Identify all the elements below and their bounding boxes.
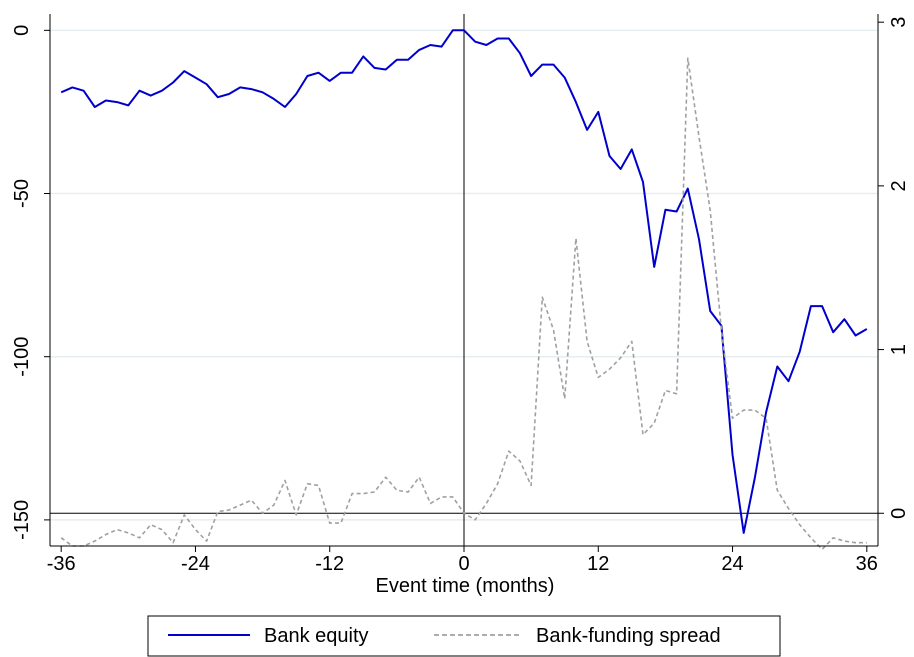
x-axis-tick-label: 12 <box>587 553 609 575</box>
left-axis-tick-label: -100 <box>11 337 33 377</box>
x-axis-tick-label: 24 <box>721 553 743 575</box>
series-layer <box>60 29 868 551</box>
x-axis-tick-label: -24 <box>181 553 210 575</box>
x-axis-tick-label: 36 <box>856 553 878 575</box>
legend-box <box>147 615 781 657</box>
legend-label-bank-funding-spread: Bank-funding spread <box>536 625 721 647</box>
series-line-bank-funding-spread <box>60 57 867 551</box>
x-axis-tick-label: -12 <box>315 553 344 575</box>
x-axis-title: Event time (months) <box>376 575 555 597</box>
series-line-bank-equity <box>60 29 868 534</box>
right-axis-tick-label: 1 <box>888 344 910 355</box>
x-axis-tick-label: 0 <box>458 553 469 575</box>
right-axis-tick-label: 2 <box>888 180 910 191</box>
legend-label-bank-equity: Bank equity <box>264 625 369 647</box>
x-axis-tick-label: -36 <box>47 553 76 575</box>
left-axis-tick-label: 0 <box>11 25 33 36</box>
left-axis-tick-label: -150 <box>11 500 33 540</box>
plot-frame <box>50 14 878 546</box>
legend: Bank equity Bank-funding spread <box>147 615 781 657</box>
left-axis-tick-label: -50 <box>11 179 33 208</box>
right-axis-tick-label: 0 <box>888 508 910 519</box>
right-axis-tick-label: 3 <box>888 17 910 28</box>
